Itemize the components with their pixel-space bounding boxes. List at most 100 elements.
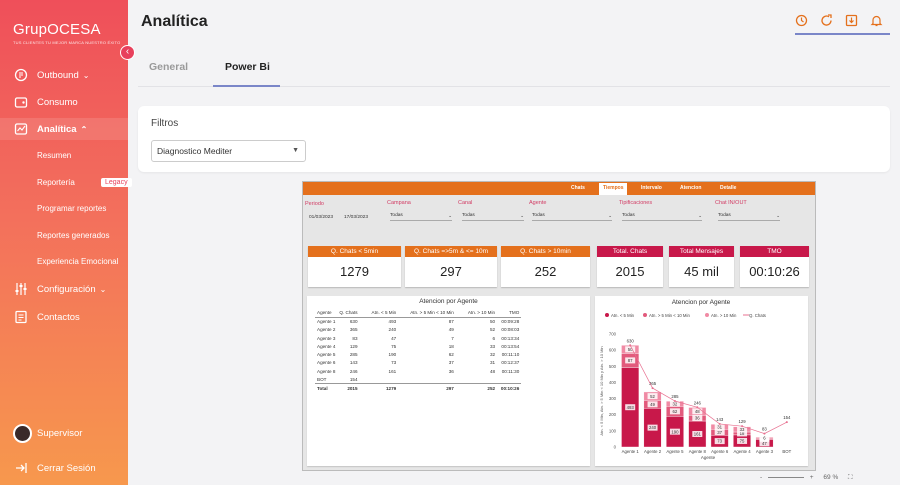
table-header[interactable]: Atn. < 5 Min [359,309,399,318]
filter-label-agente: Agente [529,200,547,206]
sidebar: GrupOCESA TUS CLIENTES TU MEJOR MARCA NU… [0,0,132,485]
filter-chat-in-out-select[interactable]: Todas ⌄ [718,213,780,221]
sidebar-subitem-resumen[interactable]: Resumen [37,151,72,160]
table-header[interactable]: Atn. > 5 Min < 10 Min [398,309,456,318]
legend-swatch [643,313,647,317]
y-tick-label: 700 [609,332,617,337]
table-cell: 00:11:10 [501,352,520,358]
table-header[interactable]: TMO [497,309,522,318]
data-label-bg [737,437,748,444]
zoom-bar[interactable]: - + 69 % ⛶ [760,474,853,482]
table-header[interactable]: Agente [315,309,338,318]
table-header[interactable]: Q. Chats [337,309,360,318]
avatar[interactable] [13,424,32,443]
agent-chart: Atencion por Agente Atn. < 5 Min Atn. > 5 … [599,299,792,460]
data-label: 31 [717,424,722,429]
caret-down-icon: ▼ [292,147,299,154]
tab-bar: General Power Bi [138,55,890,87]
report-select[interactable]: Diagnostico Mediter ▼ [151,140,306,162]
history-icon[interactable] [795,14,808,27]
active-tab-indicator [213,85,280,87]
filter-campana-select[interactable]: Todas ⌄ [390,213,452,221]
refresh-icon[interactable] [820,14,833,27]
table-cell: 00:13:54 [501,343,520,349]
agent-chart-panel: Atencion por Agente Atn. < 5 Min Atn. > 5 … [595,296,808,466]
report-tab-intervalo[interactable]: Intervalo [641,185,662,191]
report-tab-detalle[interactable]: Detalle [720,185,737,191]
user-menu[interactable]: Supervisor [0,422,128,444]
logout-button[interactable]: Cerrar Sesión [0,457,128,479]
data-label: 190 [671,429,679,434]
filter-tipificaciones-select[interactable]: Todas ⌄ [622,213,702,221]
table-cell: 252 [455,383,498,392]
kpi-card: Total. Chats 2015 [597,246,663,287]
sidebar-subitem-programar-reportes[interactable]: Programar reportes [37,204,107,213]
table-cell [456,375,497,383]
tab-general[interactable]: General [149,61,189,73]
filter-label-tipificaciones: Tipificaciones [619,200,653,206]
table-cell: 297 [398,383,456,392]
total-label: 154 [783,415,791,420]
data-label: 49 [650,402,655,407]
table-cell: 75 [391,343,397,349]
sidebar-item-outbound[interactable]: Outbound ⌄ [0,64,128,86]
tab-power-bi[interactable]: Power Bi [225,61,270,73]
report-tab-tiempos[interactable]: Tiempos [599,183,628,195]
chevron-down-icon: ⌄ [448,213,452,218]
zoom-slider [767,476,804,478]
report-nav: Chats Tiempos Intervalo Atencion Detalle [303,182,815,195]
filter-date-start[interactable]: 01/03/2023 [309,215,334,220]
table-cell: 6 [492,335,496,341]
data-label: 48 [695,409,700,414]
collapse-sidebar-button[interactable]: ‹ [120,45,135,60]
y-tick-label: 0 [614,445,617,450]
sidebar-subitem-reportes-generados[interactable]: Reportes generados [37,231,110,240]
filter-date-end[interactable]: 17/03/2023 [344,215,369,220]
data-label-bg [692,431,703,438]
kpi-label: TMO [740,246,809,257]
table-header[interactable]: Atn. > 10 Min [455,309,498,318]
kpi-value: 252 [534,264,557,279]
table-cell: 31 [489,360,496,366]
y-tick-label: 100 [609,428,617,433]
y-axis-label: Atn. < 5 Min, Atn. > 5 Min < 10 Min y At… [599,346,604,435]
filters-card: Filtros Diagnostico Mediter ▼ [138,106,890,172]
data-label: 73 [717,439,722,444]
sidebar-item-contactos[interactable]: Contactos [0,306,128,328]
kpi-value: 45 mil [684,264,719,279]
sliders-icon [15,283,27,295]
chevron-down-icon: ⌄ [776,213,780,218]
x-tick-label: Agente 5 [666,449,684,454]
sidebar-subitem-experiencia-emocional[interactable]: Experiencia Emocional [37,257,119,266]
table-row: Agente 4 129 75 18 33 00:13:54 [315,342,521,350]
chevron-down-icon: ⌄ [698,213,702,218]
x-tick-label: Agente 2 [644,449,662,454]
total-label: 129 [738,419,746,424]
y-tick-label: 400 [609,380,617,385]
legend-label: Q. Chats [749,313,766,318]
data-label-bg [669,408,680,415]
header-underline [795,33,890,35]
data-label: 240 [649,425,657,430]
x-axis-label: Agente [701,455,716,460]
y-tick-label: 200 [609,412,617,417]
bell-icon[interactable] [870,14,883,27]
legend-swatch [605,313,609,317]
kpi-label: Q. Chats > 10min [501,246,590,257]
report-tab-chats[interactable]: Chats [571,185,585,191]
data-label: 75 [740,439,745,444]
filter-canal-select[interactable]: Todas ⌄ [462,213,524,221]
x-tick-label: Agente 4 [733,449,751,454]
table-cell: 00:12:37 [501,360,520,366]
sidebar-item-analitica[interactable]: Analítica ⌃ [0,118,128,140]
filter-agente-select[interactable]: Todas ⌄ [532,213,612,221]
report-tab-atencion[interactable]: Atencion [680,185,702,191]
data-label-bg [625,404,636,411]
x-tick-label: Agente 8 [689,449,707,454]
download-icon[interactable] [845,14,858,27]
sidebar-subitem-reporteria[interactable]: Reportería [37,178,75,187]
table-cell: BOT [317,376,327,382]
sidebar-item-configuracion[interactable]: Configuración ⌄ [0,278,128,300]
sidebar-item-label: Consumo [37,96,78,108]
sidebar-item-consumo[interactable]: Consumo [0,91,128,113]
